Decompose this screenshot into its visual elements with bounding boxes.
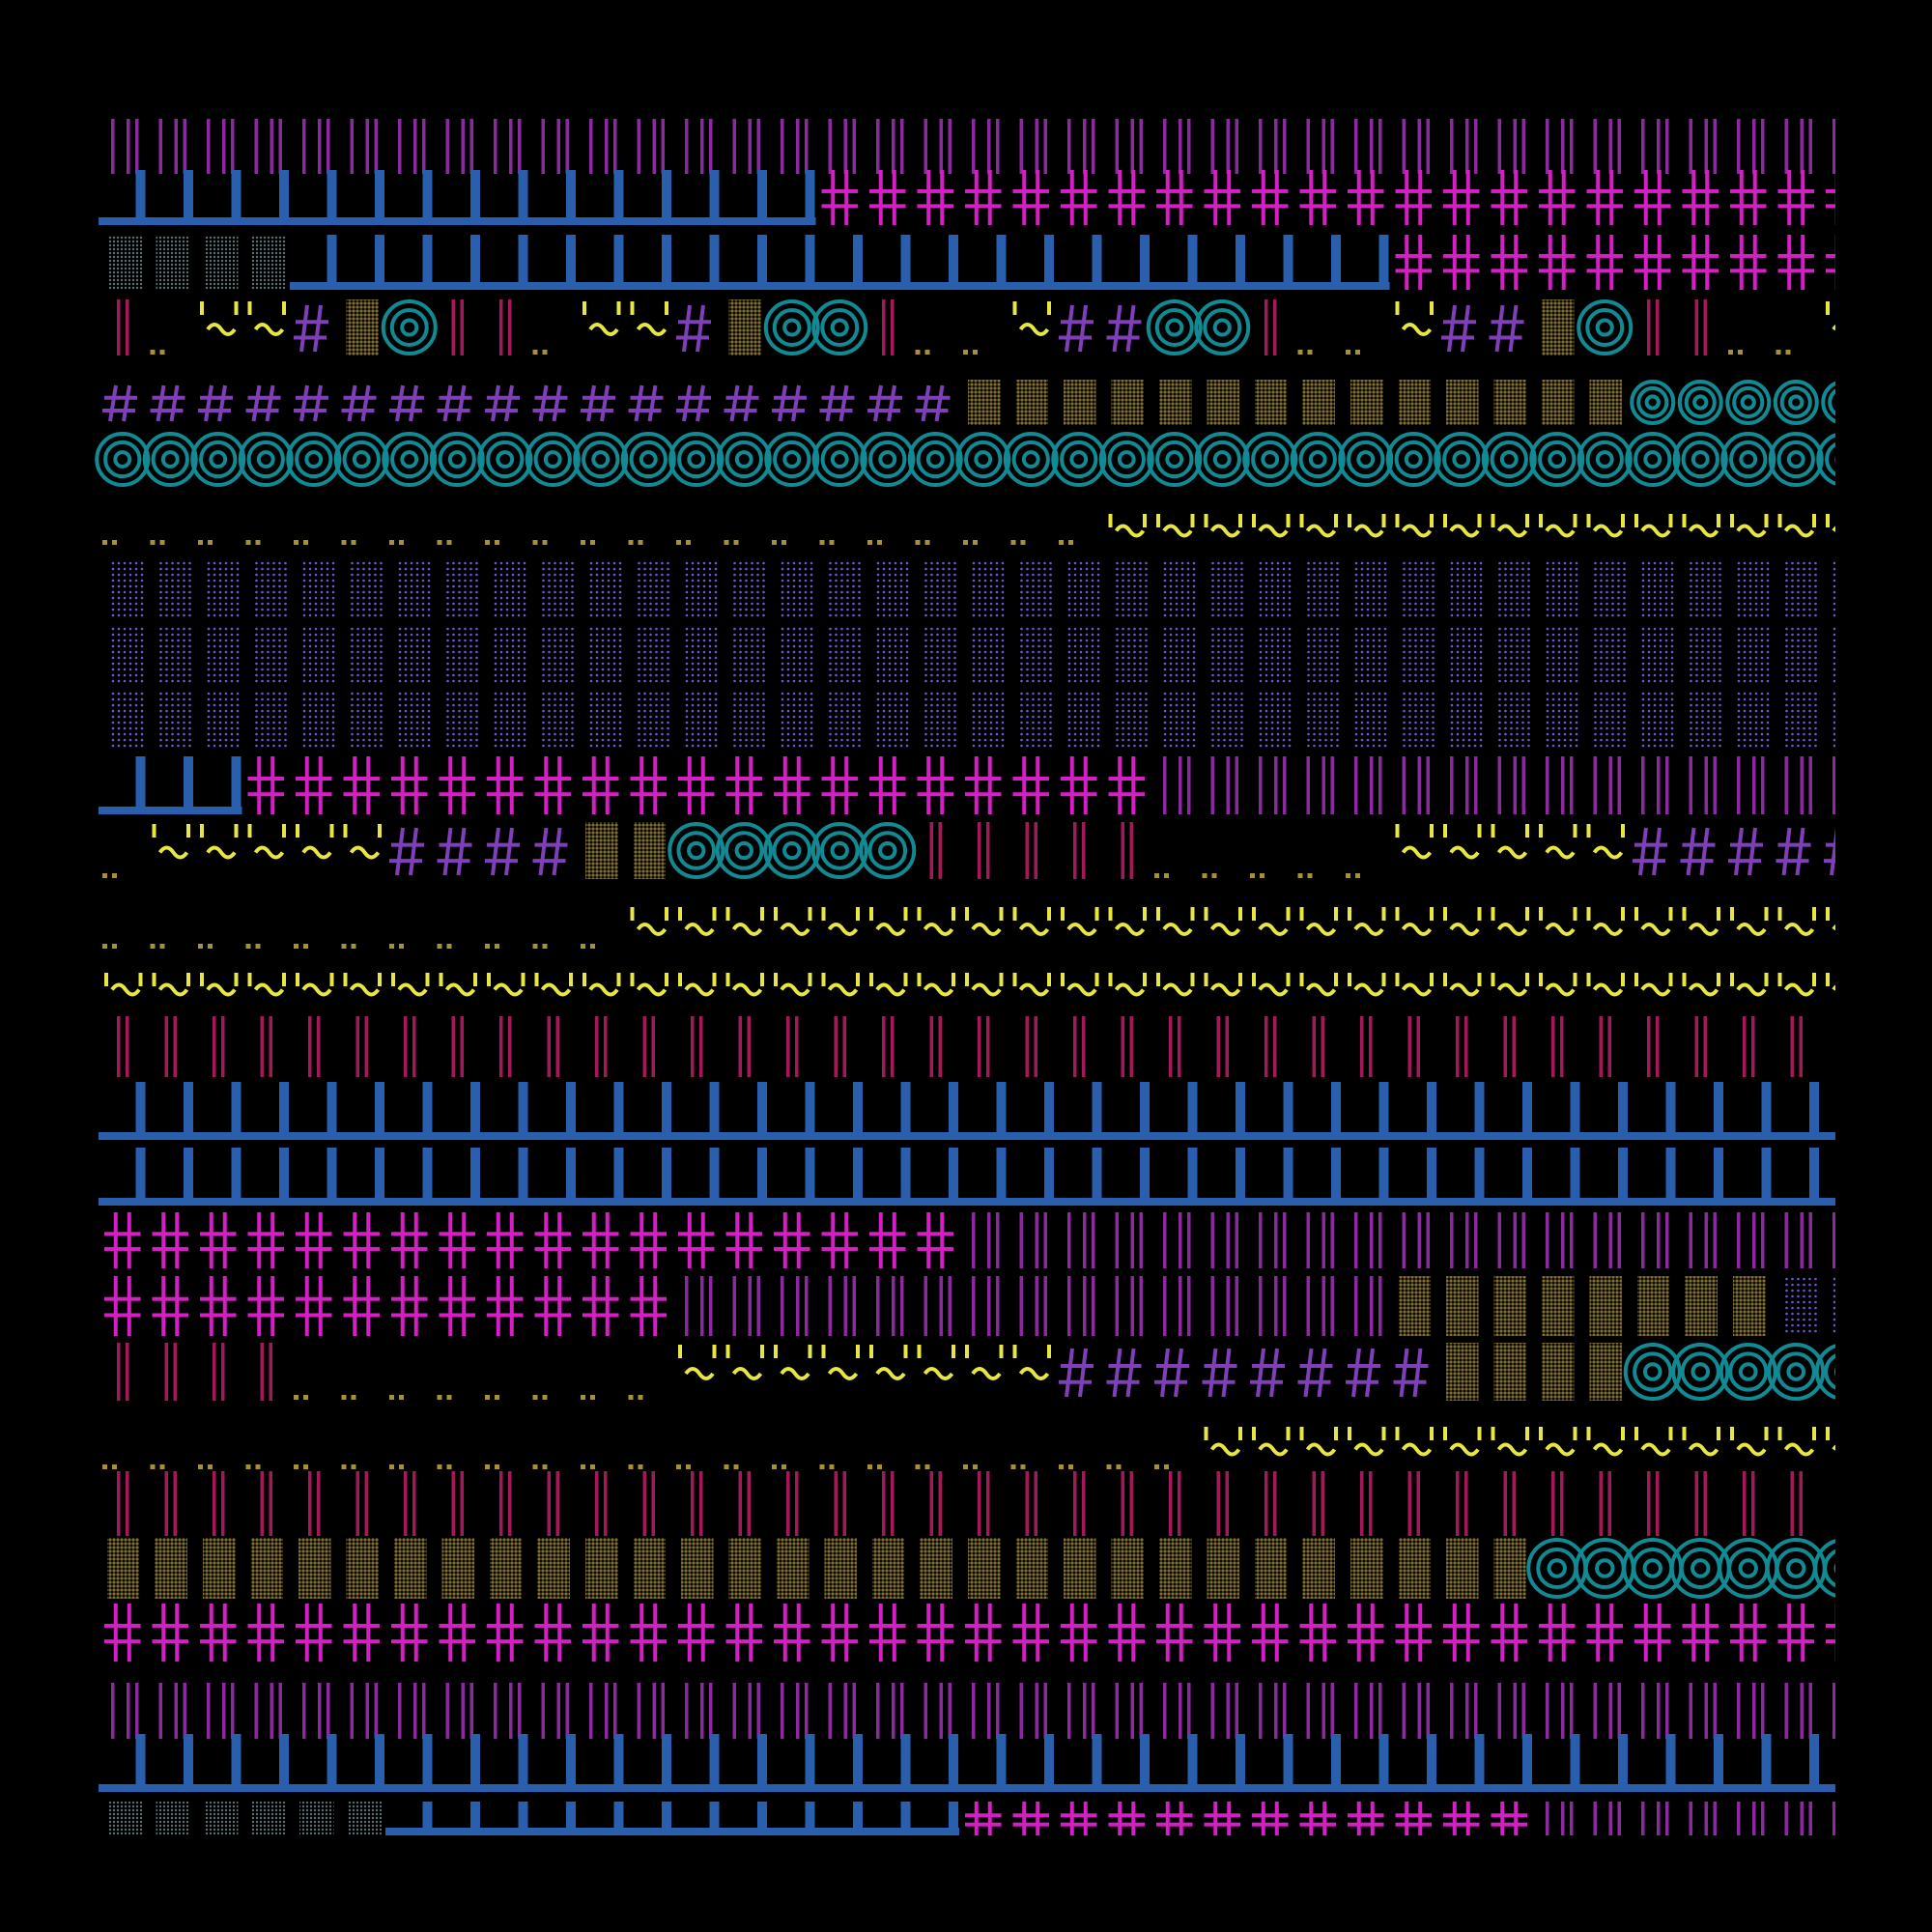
gold-dots-glyph (915, 350, 978, 355)
crimson-double-bar-glyph (117, 1343, 272, 1401)
purple-bar-glyph (1546, 1802, 1835, 1835)
teal-target-glyph (1146, 299, 1251, 355)
yellow-wave-glyph (1012, 301, 1051, 336)
crimson-double-bar-glyph (451, 299, 512, 355)
blue-bracket-glyph (99, 756, 242, 814)
gray-stipple-glyph (108, 1802, 382, 1835)
olive-block-glyph (107, 1538, 1526, 1599)
gold-dots-glyph (1154, 873, 1360, 878)
olive-block-glyph (1446, 1343, 1622, 1401)
gray-stipple-glyph (108, 235, 286, 290)
yellow-wave-glyph (1826, 301, 1835, 331)
violet-hash-glyph (294, 304, 328, 353)
gold-dots-glyph (102, 944, 595, 949)
crimson-double-bar-glyph (117, 1471, 1803, 1536)
yellow-wave-glyph (1395, 301, 1434, 336)
crimson-double-bar-glyph (1264, 299, 1277, 355)
olive-block-glyph (1398, 1276, 1766, 1336)
blue-bracket-glyph (99, 170, 816, 225)
crimson-double-bar-glyph (1647, 299, 1707, 355)
blue-bracket-glyph (385, 1802, 959, 1835)
violet-hash-glyph (389, 827, 568, 876)
magenta-cross-glyph (1395, 235, 1835, 290)
lilac-dot-grid-glyph (1785, 1277, 1835, 1333)
crimson-double-bar-glyph (117, 1016, 1803, 1077)
blue-bracket-glyph (99, 1148, 1835, 1206)
teal-target-glyph (1526, 1538, 1835, 1599)
gold-dots-glyph (102, 1464, 1169, 1469)
olive-block-glyph (728, 299, 761, 355)
teal-target-glyph (1630, 380, 1835, 425)
lilac-dot-grid-glyph (111, 692, 1835, 748)
magenta-cross-glyph (247, 756, 1145, 814)
teal-target-glyph (381, 299, 438, 355)
purple-bar-glyph (111, 119, 1835, 174)
teal-target-glyph (763, 299, 868, 355)
violet-hash-glyph (1633, 827, 1835, 876)
olive-block-glyph (346, 299, 379, 355)
gold-dots-glyph (1297, 350, 1360, 355)
yellow-wave-glyph (200, 301, 286, 336)
yellow-wave-glyph (152, 824, 382, 860)
purple-bar-glyph (1163, 756, 1835, 814)
gold-dots-glyph (150, 350, 165, 355)
purple-bar-glyph (972, 1212, 1835, 1268)
violet-hash-glyph (676, 304, 711, 353)
yellow-wave-glyph (678, 1345, 1051, 1380)
purple-bar-glyph (111, 1683, 1835, 1739)
teal-target-glyph (668, 822, 917, 879)
magenta-cross-glyph (965, 1802, 1527, 1835)
teal-target-glyph (1623, 1343, 1835, 1401)
crimson-double-bar-glyph (929, 822, 1133, 879)
gold-dots-glyph (102, 873, 117, 878)
blue-bracket-glyph (290, 235, 1390, 290)
violet-hash-glyph (1059, 1348, 1429, 1398)
lilac-dot-grid-glyph (111, 561, 1835, 617)
magenta-cross-glyph (104, 1276, 667, 1336)
magenta-cross-glyph (104, 1212, 953, 1268)
blue-bracket-glyph (99, 1082, 1835, 1140)
olive-block-glyph (1542, 299, 1575, 355)
yellow-wave-glyph (1395, 824, 1625, 860)
purple-bar-glyph (685, 1276, 1382, 1336)
gold-dots-glyph (532, 350, 548, 355)
gold-dots-glyph (294, 1395, 643, 1400)
yellow-wave-glyph (104, 973, 1835, 997)
crimson-double-bar-glyph (882, 299, 895, 355)
olive-block-glyph (968, 380, 1622, 425)
teal-target-glyph (95, 432, 1835, 487)
olive-block-glyph (585, 822, 666, 879)
gold-dots-glyph (1728, 350, 1791, 355)
violet-hash-glyph (102, 384, 951, 422)
yellow-wave-glyph (630, 907, 1835, 936)
yellow-wave-glyph (582, 301, 668, 336)
blue-bracket-glyph (99, 1734, 1835, 1792)
violet-hash-glyph (1059, 304, 1142, 353)
lilac-dot-grid-glyph (111, 627, 1835, 683)
yellow-wave-glyph (1108, 514, 1835, 538)
crimson-double-bar-glyph (117, 299, 129, 355)
gold-dots-glyph (102, 540, 1073, 545)
teal-target-glyph (1577, 299, 1634, 355)
violet-hash-glyph (1441, 304, 1524, 353)
yellow-wave-glyph (1204, 1427, 1835, 1457)
magenta-cross-glyph (104, 1604, 1835, 1662)
magenta-cross-glyph (821, 170, 1835, 225)
